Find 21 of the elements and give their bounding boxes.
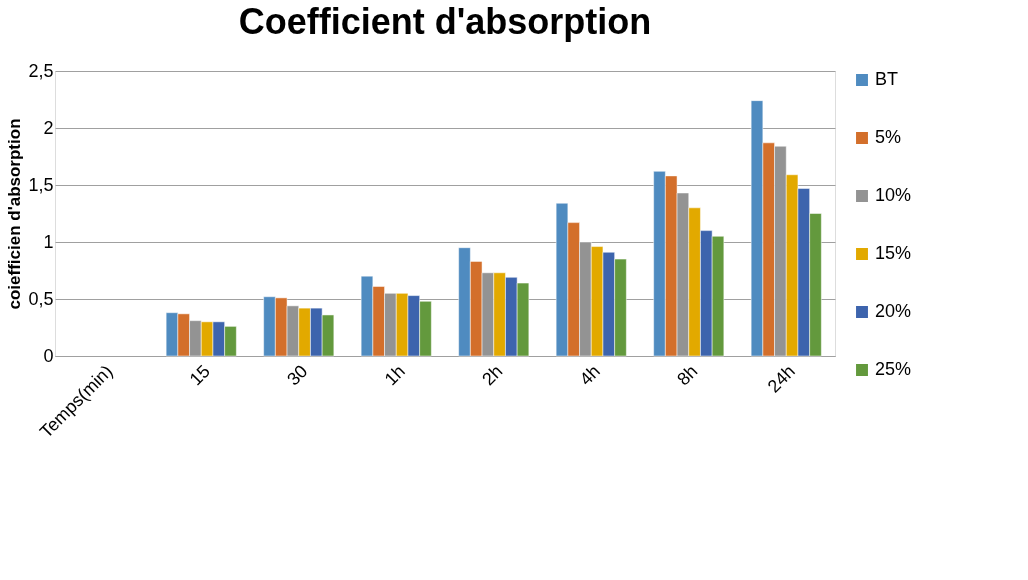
x-tick-label: 15 — [185, 361, 214, 390]
chart-title: Coefficient d'absorption — [238, 1, 652, 42]
legend-label: 10% — [875, 185, 912, 205]
legend-label: 20% — [875, 301, 912, 321]
y-tick-label: 0 — [43, 345, 54, 366]
x-tick-label: 8h — [673, 361, 702, 390]
x-tick-label: 1h — [380, 361, 409, 390]
y-tick-label: 2 — [43, 117, 54, 138]
legend-label: 25% — [875, 359, 912, 379]
legend-label: 15% — [875, 243, 912, 263]
y-tick-label: 1,5 — [28, 174, 54, 195]
x-tick-label: 24h — [763, 361, 799, 397]
y-axis-title: coiefficien d'absorption — [5, 118, 25, 310]
x-tick-label: 30 — [283, 361, 312, 390]
x-tick-label: 4h — [575, 361, 604, 390]
y-tick-label: 0,5 — [28, 288, 54, 309]
legend-label: 5% — [875, 127, 902, 147]
legend-label: BT — [875, 69, 899, 89]
y-tick-label: 1 — [43, 231, 54, 252]
y-tick-label: 2,5 — [28, 60, 54, 81]
x-tick-label: 2h — [478, 361, 507, 390]
